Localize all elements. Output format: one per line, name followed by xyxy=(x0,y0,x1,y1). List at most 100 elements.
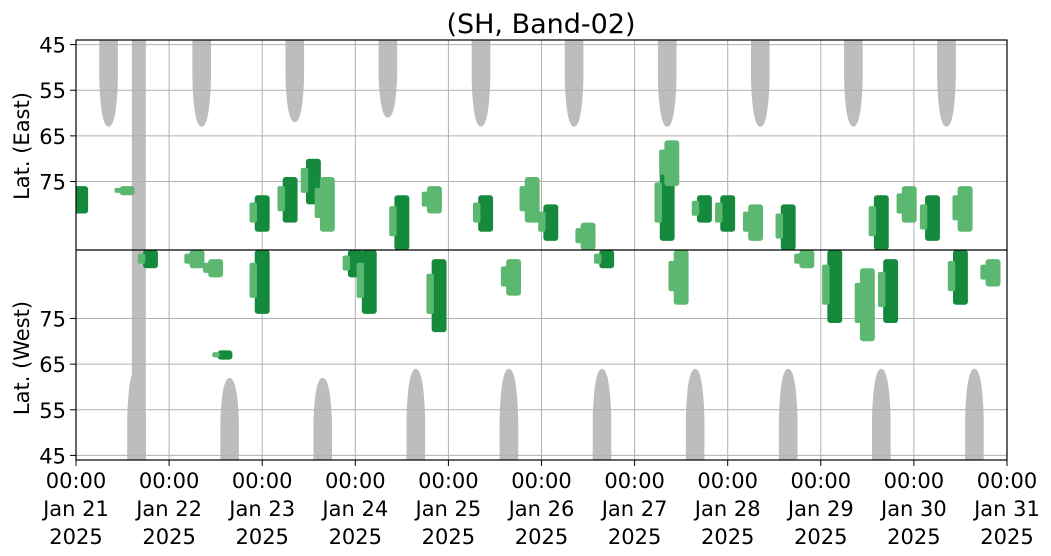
echo-patch-core-24 xyxy=(673,250,689,305)
x-tick-year-7: 2025 xyxy=(701,525,754,549)
x-tick-year-10: 2025 xyxy=(980,525,1033,549)
echo-patch-fringe-15 xyxy=(421,191,430,207)
no-data-lobe-east-5 xyxy=(564,40,584,127)
x-tick-date-0: Jan 21 xyxy=(41,497,109,521)
echo-patch-35 xyxy=(919,195,940,241)
no-data-lobe-east-4 xyxy=(471,40,491,127)
echo-patch-fringe-36 xyxy=(947,260,956,292)
echo-patch-core-38 xyxy=(985,259,1001,287)
echo-patch-fringe-3 xyxy=(184,253,192,264)
echo-patch-fringe-37 xyxy=(952,195,960,221)
echo-patch-core-18 xyxy=(524,176,540,223)
echo-patch-core-36 xyxy=(953,250,968,305)
echo-patch-fringe-35 xyxy=(919,204,928,230)
no-data-lobe-east-7 xyxy=(750,40,770,127)
echo-patch-21 xyxy=(594,250,615,269)
echo-patch-core-23 xyxy=(664,140,680,187)
grid-layer xyxy=(76,40,1007,460)
echo-patch-fringe-4 xyxy=(202,262,211,273)
echo-patch-8 xyxy=(249,250,270,314)
echo-patch-core-30 xyxy=(827,250,843,324)
x-tick-date-2: Jan 23 xyxy=(227,497,295,521)
echo-patch-core-3 xyxy=(189,250,205,269)
echo-patch-fringe-8 xyxy=(249,262,257,298)
echo-patch-core-5 xyxy=(217,350,233,360)
x-tick-year-8: 2025 xyxy=(794,525,847,549)
echo-patch-18 xyxy=(519,176,540,223)
echo-layer xyxy=(76,140,1001,360)
x-tick-year-5: 2025 xyxy=(515,525,568,549)
echo-patch-core-4 xyxy=(208,259,224,278)
echo-patch-core-8 xyxy=(254,250,270,314)
echo-patch-1 xyxy=(114,186,135,196)
echo-patch-0 xyxy=(76,186,89,214)
echo-patch-fringe-9 xyxy=(300,167,309,193)
x-tick-year-2: 2025 xyxy=(235,525,288,549)
x-tick-date-7: Jan 28 xyxy=(693,497,761,521)
echo-patch-core-37 xyxy=(957,186,973,232)
echo-patch-fringe-23 xyxy=(659,149,667,175)
echo-patch-15 xyxy=(421,186,442,214)
echo-patch-fringe-29 xyxy=(794,253,802,264)
echo-patch-core-0 xyxy=(76,186,89,214)
echo-patch-fringe-19 xyxy=(538,211,546,232)
echo-patch-5 xyxy=(212,350,233,360)
echo-patch-38 xyxy=(980,259,1001,287)
chart-title: (SH, Band-02) xyxy=(446,9,635,40)
x-tick-time-10: 00:00 xyxy=(977,469,1038,493)
echo-patch-fringe-32 xyxy=(868,206,877,237)
no-data-lobe-west-3 xyxy=(406,368,426,460)
y-axis-label-east: Lat. (East) xyxy=(10,92,34,200)
echo-patch-32 xyxy=(868,195,889,250)
echo-patch-core-29 xyxy=(799,250,815,269)
echo-patch-core-12 xyxy=(361,250,377,314)
echo-patch-fringe-33 xyxy=(877,271,886,308)
echo-patch-12 xyxy=(356,250,377,314)
echo-patch-fringe-12 xyxy=(356,262,365,298)
echo-patch-core-13 xyxy=(394,195,410,250)
echo-patch-fringe-20 xyxy=(575,228,583,244)
echo-patch-fringe-11 xyxy=(342,255,351,271)
x-tick-time-7: 00:00 xyxy=(697,469,758,493)
echo-patch-23 xyxy=(659,140,680,187)
echo-patch-core-27 xyxy=(748,204,764,241)
echo-patch-37 xyxy=(952,186,973,232)
no-data-layer xyxy=(99,40,984,460)
echo-patch-fringe-5 xyxy=(212,352,220,358)
echo-patch-31 xyxy=(854,268,875,342)
x-tick-date-10: Jan 31 xyxy=(972,497,1040,521)
echo-patch-fringe-16 xyxy=(472,202,481,223)
x-tick-date-5: Jan 26 xyxy=(507,497,575,521)
y-axis-label-east-text: Lat. (East) xyxy=(10,92,34,200)
echo-patch-29 xyxy=(794,250,815,269)
echo-patch-fringe-27 xyxy=(742,211,751,232)
y-tick-label-west-1: 65 xyxy=(39,353,66,377)
x-tick-year-9: 2025 xyxy=(887,525,940,549)
echo-patch-27 xyxy=(742,204,764,241)
y-axis-label-west: Lat. (West) xyxy=(10,301,34,415)
echo-patch-core-35 xyxy=(925,195,940,241)
echo-patch-fringe-6 xyxy=(249,202,257,223)
x-tick-time-0: 00:00 xyxy=(46,469,107,493)
x-tick-date-8: Jan 29 xyxy=(786,497,854,521)
echo-patch-fringe-25 xyxy=(691,200,700,216)
echo-patch-core-19 xyxy=(543,204,559,241)
echo-patch-34 xyxy=(896,186,917,223)
echo-patch-core-31 xyxy=(859,268,875,342)
echo-patch-fringe-24 xyxy=(668,260,676,292)
x-tick-time-4: 00:00 xyxy=(418,469,479,493)
echo-patch-24 xyxy=(668,250,689,305)
x-tick-time-1: 00:00 xyxy=(139,469,200,493)
echo-patch-core-10 xyxy=(319,176,335,232)
no-data-lobe-east-2 xyxy=(285,40,305,123)
echo-patch-20 xyxy=(575,222,596,250)
plot-area xyxy=(76,40,1007,460)
y-tick-label-west-2: 55 xyxy=(39,399,66,423)
echo-patch-25 xyxy=(691,195,712,223)
x-tick-year-4: 2025 xyxy=(422,525,475,549)
echo-patch-core-17 xyxy=(506,259,522,296)
echo-patch-19 xyxy=(538,204,559,241)
no-data-lobe-east-6 xyxy=(657,40,677,127)
y-tick-label-east-2: 65 xyxy=(39,125,66,149)
